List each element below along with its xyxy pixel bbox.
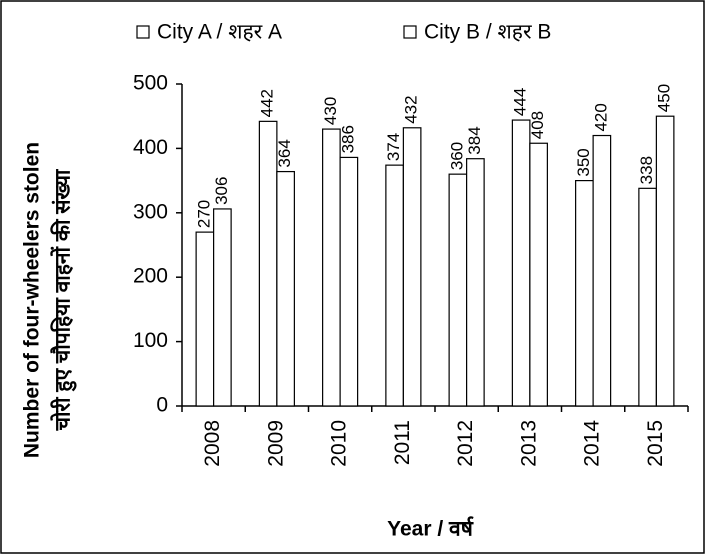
x-tick-label: 2013 (517, 420, 540, 467)
bar (529, 142, 548, 407)
value-label: 430 (321, 97, 340, 125)
value-label: 444 (511, 88, 530, 116)
bar (511, 119, 531, 407)
value-label: 450 (655, 84, 674, 112)
bar (466, 158, 485, 407)
legend-swatch (403, 25, 417, 39)
bar (655, 115, 675, 407)
x-tick-label: 2008 (201, 420, 224, 467)
legend-label: City A / शहर A (157, 21, 282, 44)
value-label: 374 (384, 133, 403, 161)
value-label: 420 (591, 103, 610, 131)
value-label: 386 (338, 125, 357, 153)
x-axis-label: Year / वर्ष (387, 516, 474, 541)
y-axis-label: Number of four-wheelers stolen (21, 142, 44, 458)
y-tick-label: 100 (133, 329, 168, 352)
x-tick-label: 2015 (644, 420, 667, 467)
x-tick-label: 2009 (264, 420, 287, 467)
x-tick-label: 2011 (391, 420, 414, 465)
value-label: 432 (402, 95, 421, 123)
y-tick-label: 0 (156, 394, 168, 417)
x-tick-label: 2012 (454, 420, 477, 467)
legend-swatch (136, 25, 150, 39)
value-label: 350 (574, 148, 593, 176)
value-label: 442 (258, 89, 277, 117)
bar (402, 127, 422, 407)
value-label: 338 (637, 156, 656, 184)
bar (638, 187, 657, 407)
y-tick-label: 500 (133, 72, 168, 95)
bar (195, 231, 215, 407)
value-label: 384 (465, 126, 484, 154)
value-label: 364 (275, 139, 294, 167)
y-tick-label: 400 (133, 136, 168, 159)
bar (385, 164, 404, 407)
bar (575, 180, 594, 407)
value-label: 360 (447, 142, 466, 170)
y-tick-label: 200 (133, 265, 168, 288)
x-tick-label: 2014 (581, 420, 604, 467)
value-label: 306 (212, 177, 231, 205)
bar (276, 170, 295, 407)
bar (213, 208, 232, 407)
legend-label: City B / शहर B (424, 21, 551, 44)
bar (322, 128, 341, 407)
bar (339, 156, 359, 407)
value-label: 270 (194, 200, 213, 228)
value-label: 408 (528, 111, 547, 139)
y-tick-label: 300 (133, 200, 168, 223)
bar (448, 173, 468, 407)
y-axis-label: चोरी हुए चौपहिया वाहनों की संख्या (50, 168, 78, 431)
x-tick-label: 2010 (328, 420, 351, 467)
bar (592, 134, 612, 407)
